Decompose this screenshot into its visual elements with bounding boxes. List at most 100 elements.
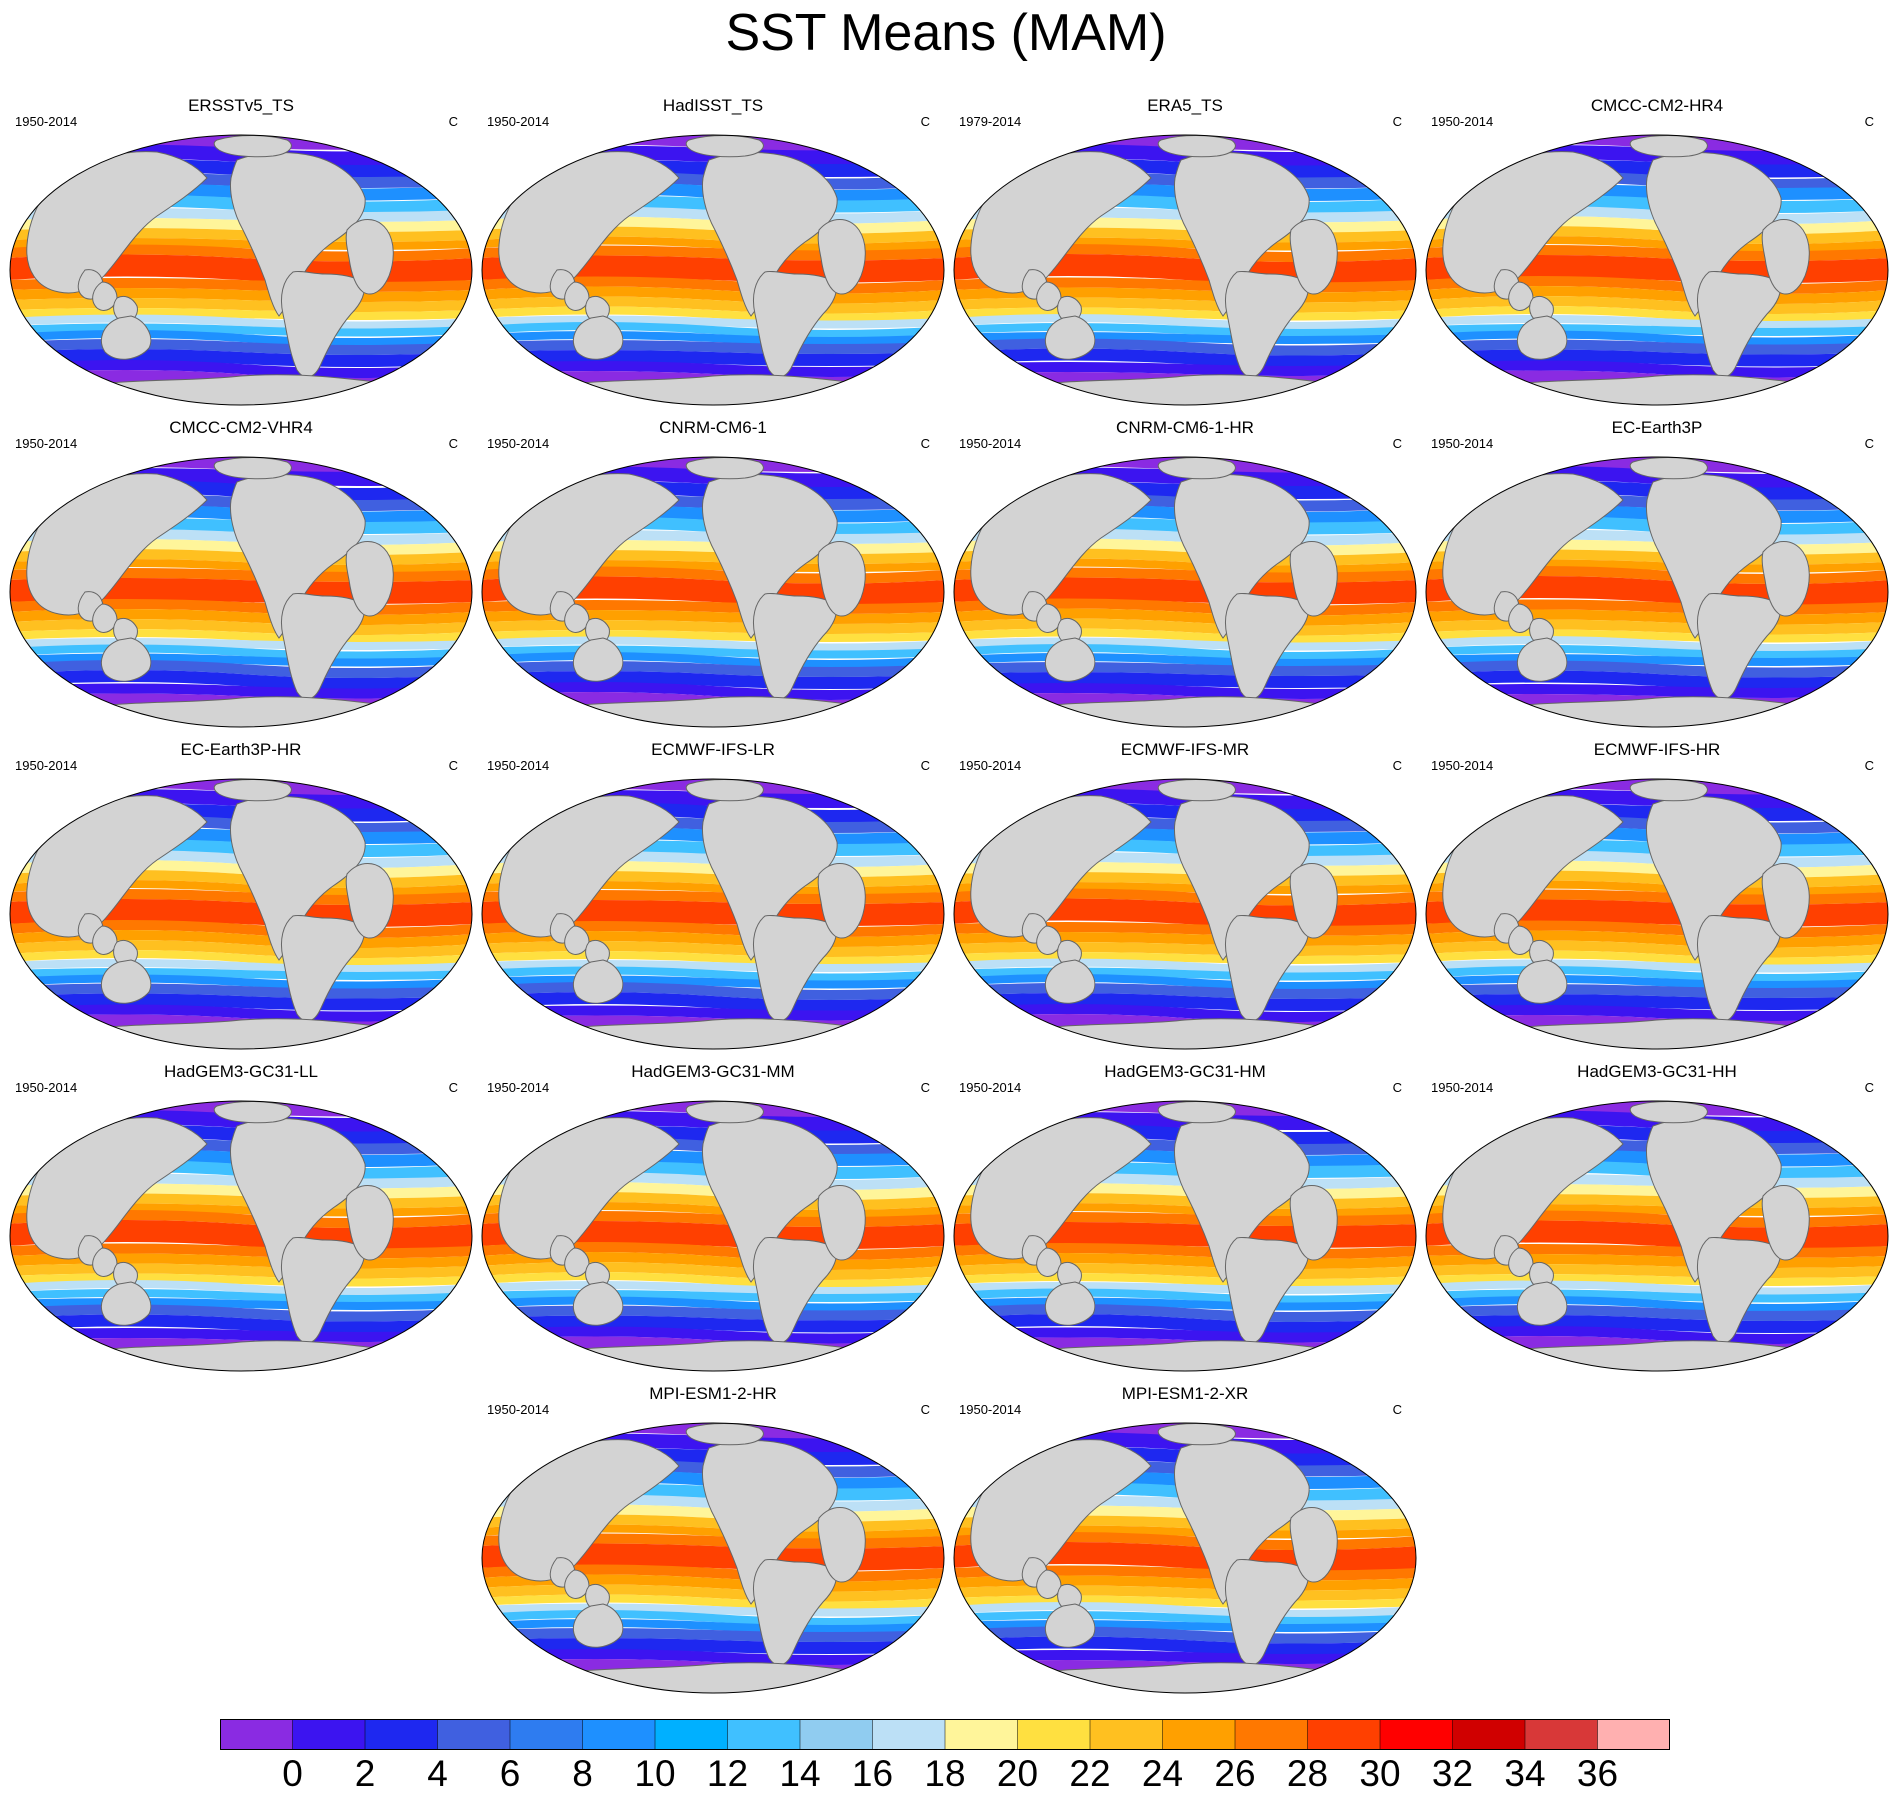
colorbar-tick-label: 18 bbox=[924, 1753, 966, 1794]
sst-band bbox=[482, 1649, 944, 1665]
panel-years: 1950-2014 bbox=[959, 1080, 1022, 1095]
land-mass bbox=[1508, 1247, 1534, 1277]
sst-band bbox=[954, 1650, 1416, 1664]
land-mass bbox=[1517, 315, 1568, 360]
land-mass bbox=[817, 863, 866, 939]
land-mass bbox=[1036, 1247, 1062, 1277]
sst-map bbox=[481, 778, 945, 1050]
map-outline bbox=[953, 778, 1417, 1050]
colorbar-swatch bbox=[655, 1719, 728, 1750]
panel-years: 1950-2014 bbox=[1431, 436, 1494, 451]
panel-title: EC-Earth3P bbox=[1611, 418, 1703, 437]
panel-years: 1950-2014 bbox=[15, 436, 78, 451]
land-mass bbox=[564, 1247, 590, 1277]
colorbar-swatch bbox=[1597, 1719, 1670, 1750]
land-mass bbox=[92, 603, 118, 633]
colorbar-tick-label: 26 bbox=[1214, 1753, 1256, 1794]
map-outline bbox=[953, 134, 1417, 406]
colorbar-swatch bbox=[945, 1719, 1018, 1750]
map-panel: CMCC-CM2-HR4 1950-2014 C bbox=[1423, 96, 1891, 406]
land-mass bbox=[573, 959, 624, 1004]
panel-years: 1950-2014 bbox=[959, 436, 1022, 451]
land-mass bbox=[1036, 603, 1062, 633]
land-mass bbox=[1045, 1281, 1096, 1326]
sst-band bbox=[954, 1004, 1416, 1022]
panel-years: 1950-2014 bbox=[959, 758, 1022, 773]
panel-units: C bbox=[448, 1080, 458, 1095]
sst-band bbox=[10, 1004, 472, 1022]
land-mass bbox=[101, 637, 152, 682]
colorbar-tick-label: 22 bbox=[1069, 1753, 1111, 1794]
panel-title: HadGEM3-GC31-MM bbox=[631, 1062, 795, 1081]
land-mass bbox=[970, 1117, 1152, 1260]
land-mass bbox=[26, 795, 208, 938]
land-mass bbox=[498, 1117, 680, 1260]
panel-years: 1950-2014 bbox=[15, 114, 78, 129]
land-mass bbox=[345, 863, 394, 939]
land-mass bbox=[817, 219, 866, 295]
land-mass bbox=[1508, 603, 1534, 633]
land-mass bbox=[970, 151, 1152, 294]
panel-units: C bbox=[1864, 1080, 1874, 1095]
map-outline bbox=[1425, 134, 1889, 406]
land-mass bbox=[26, 151, 208, 294]
land-mass bbox=[1517, 959, 1568, 1004]
colorbar-tick-label: 8 bbox=[572, 1753, 593, 1794]
land-mass bbox=[564, 925, 590, 955]
colorbar-swatch bbox=[800, 1719, 873, 1750]
map-panel: HadISST_TS 1950-2014 C bbox=[479, 96, 947, 406]
land-mass bbox=[498, 795, 680, 938]
colorbar-tick-label: 2 bbox=[354, 1753, 376, 1794]
sst-map bbox=[953, 1100, 1417, 1372]
colorbar-tick-label: 0 bbox=[282, 1753, 303, 1794]
colorbar-swatch bbox=[220, 1719, 293, 1750]
sst-map bbox=[9, 134, 473, 406]
colorbar-tick-label: 10 bbox=[634, 1753, 676, 1794]
land-mass bbox=[1289, 1507, 1338, 1583]
sst-band bbox=[1426, 1326, 1888, 1344]
panel-units: C bbox=[448, 758, 458, 773]
map-outline bbox=[481, 778, 945, 1050]
sst-map bbox=[9, 1100, 473, 1372]
panel-units: C bbox=[920, 114, 930, 129]
sst-band bbox=[482, 682, 944, 700]
map-panel: HadGEM3-GC31-LL 1950-2014 C bbox=[7, 1062, 475, 1372]
colorbar-swatch bbox=[1235, 1719, 1308, 1750]
colorbar-tick-label: 32 bbox=[1431, 1753, 1474, 1794]
land-mass bbox=[564, 603, 590, 633]
land-mass bbox=[752, 270, 837, 378]
land-mass bbox=[92, 281, 118, 311]
land-mass bbox=[1224, 914, 1309, 1022]
colorbar-tick-label: 20 bbox=[996, 1753, 1039, 1794]
panel-title: HadISST_TS bbox=[662, 96, 764, 115]
colorbar-swatch bbox=[1090, 1719, 1163, 1750]
panel-units: C bbox=[920, 436, 930, 451]
sst-band bbox=[10, 360, 472, 378]
panel-title: HadGEM3-GC31-HH bbox=[1577, 1062, 1737, 1081]
land-mass bbox=[1761, 219, 1810, 295]
land-mass bbox=[280, 914, 365, 1022]
land-mass bbox=[1045, 959, 1096, 1004]
sst-band bbox=[482, 1005, 944, 1021]
map-outline bbox=[9, 1100, 473, 1372]
map-panel: ERA5_TS 1979-2014 C bbox=[951, 96, 1419, 406]
colorbar-swatch bbox=[582, 1719, 656, 1750]
sst-band bbox=[1426, 684, 1888, 698]
colorbar-tick-label: 6 bbox=[499, 1753, 521, 1794]
map-panel: HadGEM3-GC31-HH 1950-2014 C bbox=[1423, 1062, 1891, 1372]
sst-band bbox=[482, 1326, 944, 1344]
panel-title: MPI-ESM1-2-HR bbox=[649, 1384, 777, 1403]
land-mass bbox=[573, 1603, 624, 1648]
land-mass bbox=[101, 315, 152, 360]
land-mass bbox=[1224, 270, 1309, 378]
land-mass bbox=[1289, 541, 1338, 617]
land-mass bbox=[101, 959, 152, 1004]
map-outline bbox=[481, 134, 945, 406]
map-panel: ECMWF-IFS-MR 1950-2014 C bbox=[951, 740, 1419, 1050]
map-outline bbox=[9, 456, 473, 728]
colorbar-swatch bbox=[365, 1719, 438, 1750]
panel-years: 1950-2014 bbox=[487, 1402, 550, 1417]
panel-title: HadGEM3-GC31-HM bbox=[1104, 1062, 1266, 1081]
panel-units: C bbox=[1392, 436, 1402, 451]
colorbar-tick-label: 4 bbox=[427, 1753, 448, 1794]
